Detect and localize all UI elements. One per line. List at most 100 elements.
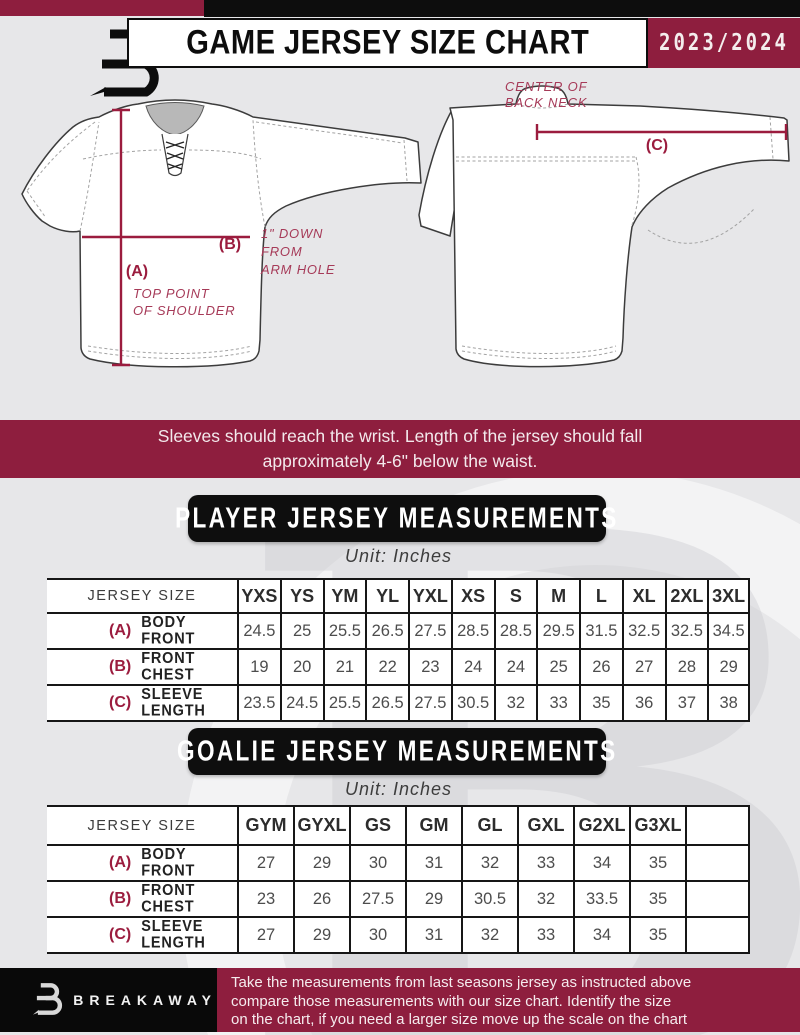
measurement-cell: 24.5 — [279, 686, 323, 720]
measurement-cell: 31 — [405, 846, 461, 880]
measurement-cell: 31.5 — [579, 614, 622, 648]
row-key: (B) — [109, 658, 132, 675]
footer-brand-text: BREAKAWAY — [73, 992, 217, 1008]
measurement-line-c — [535, 124, 788, 140]
size-column-header: GYXL — [293, 807, 349, 844]
measurement-cell: 26.5 — [365, 614, 408, 648]
size-column-header: XL — [621, 580, 665, 612]
season-badge: 2023/2024 — [648, 18, 800, 68]
measurement-cell: 32 — [461, 918, 517, 952]
row-name: SLEEVE LENGTH — [141, 918, 206, 952]
measurement-cell: 36 — [621, 686, 665, 720]
goalie-section-banner: GOALIE JERSEY MEASUREMENTS — [177, 728, 615, 775]
row-label: (A) BODY FRONT — [47, 846, 237, 880]
footer-note-line3: on the chart, if you need a larger size … — [231, 1011, 688, 1028]
measurement-row: (C) SLEEVE LENGTH 23.5 24.5 25.5 26.5 27.5 30.5… — [47, 686, 750, 722]
top-bar-black — [204, 0, 800, 17]
row-name: FRONT CHEST — [141, 882, 196, 916]
collar-laces — [165, 141, 185, 170]
row-name: BODY FRONT — [141, 614, 196, 648]
footer-note: Take the measurements from last seasons … — [217, 968, 800, 1032]
footer-note-line1: Take the measurements from last seasons … — [231, 974, 692, 991]
measurement-cell: 33 — [517, 846, 573, 880]
measurement-cell: 26.5 — [365, 686, 408, 720]
row-key: (A) — [109, 854, 132, 871]
jersey-diagram: (B) 1" DOWN FROM ARM HOLE (A) TOP POINT … — [21, 79, 790, 368]
table-corner-label: JERSEY SIZE — [47, 580, 237, 612]
measurement-row: (A) BODY FRONT 27 29 30 31 32 33 34 35 — [47, 846, 750, 882]
measurement-row: (C) SLEEVE LENGTH 27 29 30 31 32 33 34 35 — [47, 918, 750, 954]
row-label: (B) FRONT CHEST — [47, 882, 237, 916]
caption-b-2: FROM — [261, 244, 302, 259]
goalie-unit-label: Unit: Inches — [344, 779, 453, 799]
fit-notice-line2: approximately 4-6" below the waist. — [262, 451, 538, 471]
measurement-cell: 33 — [517, 918, 573, 952]
fit-notice-banner: Sleeves should reach the wrist. Length o… — [0, 420, 800, 478]
size-column-header: 2XL — [664, 580, 708, 612]
player-size-table: JERSEY SIZE YXS YS YM YL YXL XS S M L XL 2XL 3XL (A) B… — [47, 578, 750, 722]
goalie-size-table: JERSEY SIZE GYM GYXL GS GM GL GXL G2XL G3XL (A) BO… — [47, 805, 750, 954]
measurement-cell: 37 — [664, 686, 708, 720]
measurement-cell: 29 — [293, 846, 349, 880]
size-column-header: YS — [279, 580, 323, 612]
size-column-header: GXL — [517, 807, 573, 844]
size-column-header: M — [536, 580, 579, 612]
label-a: (A) — [126, 263, 148, 280]
measurement-cell: 24 — [450, 650, 494, 684]
label-c: (C) — [646, 137, 668, 154]
fit-notice-line1: Sleeves should reach the wrist. Length o… — [157, 426, 643, 446]
top-bar-maroon — [0, 0, 204, 16]
size-column-header: XS — [450, 580, 494, 612]
row-label: (B) FRONT CHEST — [47, 650, 237, 684]
row-key: (C) — [109, 694, 132, 711]
measurement-cell: 32 — [517, 882, 573, 916]
size-column-header: 3XL — [707, 580, 750, 612]
table-corner-label: JERSEY SIZE — [47, 807, 237, 844]
measurement-cell: 31 — [405, 918, 461, 952]
measurement-cell: 23 — [237, 882, 293, 916]
measurement-cell: 34 — [573, 918, 629, 952]
measurement-row: (A) BODY FRONT 24.5 25 25.5 26.5 27.5 28.5 28.5 2… — [47, 614, 750, 650]
measurement-cell: 33 — [536, 686, 579, 720]
row-label: (C) SLEEVE LENGTH — [47, 918, 237, 952]
measurement-cell: 27.5 — [408, 686, 451, 720]
row-name: BODY FRONT — [141, 846, 196, 880]
front-jersey — [21, 99, 422, 368]
footer-monogram-icon — [32, 983, 63, 1015]
measurement-cell: 25.5 — [322, 686, 366, 720]
measurement-cell: 29 — [405, 882, 461, 916]
row-label: (A) BODY FRONT — [47, 614, 237, 648]
measurement-cell: 27.5 — [349, 882, 405, 916]
measurement-cell — [685, 882, 750, 916]
measurement-row: (B) FRONT CHEST 19 20 21 22 23 24 24 25 26 27 28 29 — [47, 650, 750, 686]
measurement-cell: 26 — [293, 882, 349, 916]
size-column-header: GM — [405, 807, 461, 844]
measurement-row: (B) FRONT CHEST 23 26 27.5 29 30.5 32 33.5 35 — [47, 882, 750, 918]
measurement-cell: 30 — [349, 918, 405, 952]
player-section-title: PLAYER JERSEY MEASUREMENTS — [175, 501, 619, 534]
footer-note-line2: compare those measurements with our size… — [231, 992, 672, 1010]
measurement-cell: 34 — [573, 846, 629, 880]
season-text: 2023/2024 — [659, 29, 789, 57]
measurement-cell: 23.5 — [237, 686, 280, 720]
measurement-cell: 25.5 — [322, 614, 366, 648]
measurement-cell: 32 — [461, 846, 517, 880]
footer-brand-box: BREAKAWAY — [0, 968, 217, 1032]
measurement-cell: 25 — [279, 614, 323, 648]
size-column-header: S — [493, 580, 537, 612]
caption-c-1: CENTER OF — [505, 79, 588, 94]
table-header-row: JERSEY SIZE YXS YS YM YL YXL XS S M L XL 2XL 3XL — [47, 578, 750, 614]
measurement-cell: 32 — [493, 686, 537, 720]
measurement-cell: 30.5 — [461, 882, 517, 916]
measurement-cell: 38 — [707, 686, 750, 720]
player-unit-label: Unit: Inches — [344, 546, 453, 566]
measurement-cell: 34.5 — [707, 614, 750, 648]
size-column-header: L — [579, 580, 622, 612]
page-title-text: GAME JERSEY SIZE CHART — [185, 23, 590, 62]
measurement-cell: 28.5 — [450, 614, 494, 648]
measurement-cell: 24 — [493, 650, 537, 684]
measurement-cell: 27 — [237, 846, 293, 880]
measurement-cell: 35 — [629, 882, 685, 916]
row-key: (B) — [109, 890, 132, 907]
